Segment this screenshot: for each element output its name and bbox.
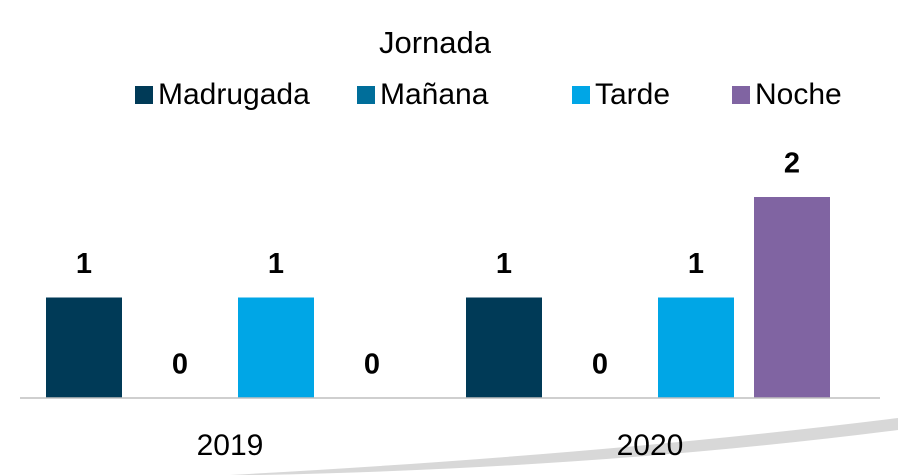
- data-label: 1: [688, 248, 704, 280]
- data-label: 0: [364, 349, 380, 381]
- legend-label: Madrugada: [158, 78, 310, 111]
- legend-label: Mañana: [380, 78, 489, 111]
- decoration: [230, 418, 898, 475]
- x-tick-label: 2019: [197, 429, 264, 462]
- legend-swatch: [357, 86, 375, 104]
- x-tick-label: 2020: [617, 429, 684, 462]
- legend-label: Tarde: [595, 78, 670, 111]
- data-label: 1: [76, 248, 92, 280]
- data-label: 1: [496, 248, 512, 280]
- bar: [46, 297, 122, 398]
- legend-label: Noche: [755, 78, 842, 111]
- chart-title: Jornada: [379, 25, 492, 60]
- bar: [754, 197, 830, 398]
- data-label: 0: [172, 349, 188, 381]
- data-label: 0: [592, 349, 608, 381]
- data-label: 2: [784, 148, 800, 180]
- bar: [466, 297, 542, 398]
- legend-swatch: [135, 86, 153, 104]
- data-label: 1: [268, 248, 284, 280]
- legend-swatch: [572, 86, 590, 104]
- bar: [238, 297, 314, 398]
- bar: [658, 297, 734, 398]
- legend-swatch: [732, 86, 750, 104]
